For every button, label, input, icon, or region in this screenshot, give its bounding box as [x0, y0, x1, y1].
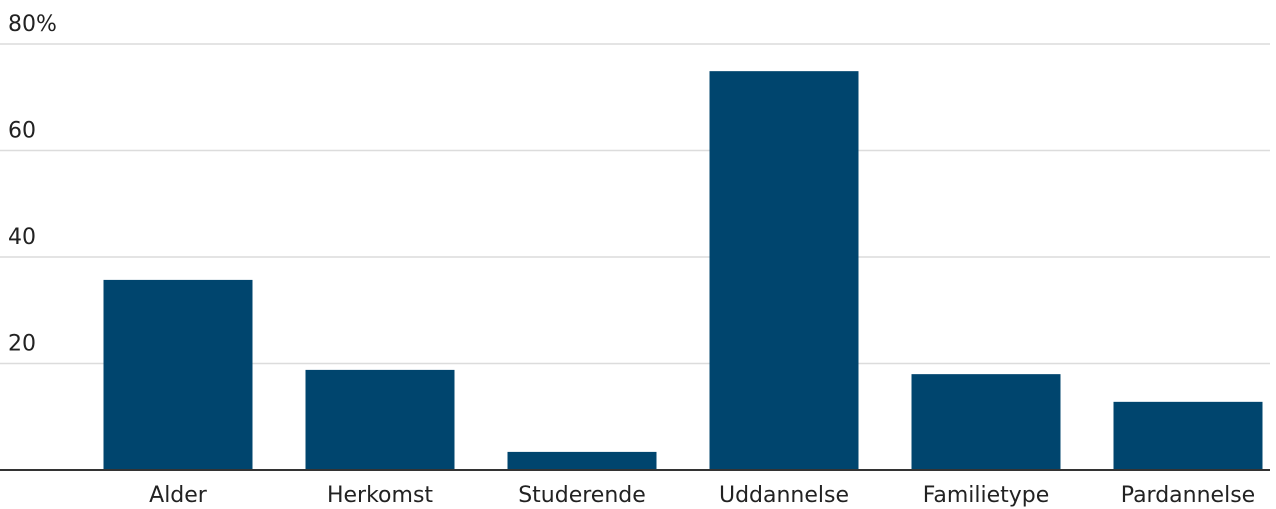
x-tick-label: Familietype [923, 483, 1050, 508]
bar [103, 279, 253, 470]
bar [709, 71, 859, 470]
y-tick-label: 60 [8, 119, 36, 144]
y-tick-label: 20 [8, 332, 36, 357]
bar [305, 369, 455, 470]
bar [911, 374, 1061, 470]
x-tick-label: Herkomst [327, 483, 433, 508]
y-tick-label: 40 [8, 225, 36, 250]
y-tick-label: 80% [8, 12, 57, 37]
x-tick-label: Alder [149, 483, 208, 508]
x-tick-label: Studerende [518, 483, 646, 508]
x-tick-label: Uddannelse [719, 483, 849, 508]
bar [507, 451, 657, 470]
bar [1113, 401, 1263, 470]
x-tick-label: Pardannelse [1121, 483, 1255, 508]
